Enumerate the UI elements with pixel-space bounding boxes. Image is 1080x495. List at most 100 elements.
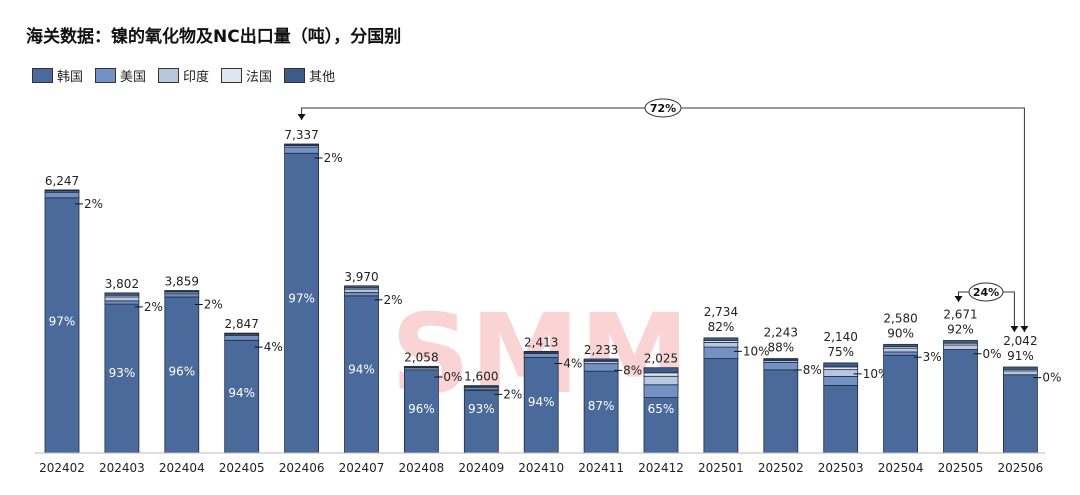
total-label: 2,243 [764,326,798,340]
x-tick-label: 202411 [578,461,624,475]
segment-usa [344,292,379,297]
segment-other [643,367,679,374]
segment-korea [883,354,918,454]
korea-pct-label: 88% [767,341,794,355]
bar-202406: 7,337 97% 2% 202406 [279,128,343,475]
legend-label: 其他 [309,70,336,85]
korea-pct-label: 90% [887,326,914,340]
side-pct-label: 8% [803,363,822,377]
side-pct-label: 10% [743,344,770,358]
segment-india [344,288,379,293]
korea-pct-label: 97% [49,314,76,328]
x-tick-label: 202405 [219,461,265,475]
segment-korea [463,389,499,454]
total-label: 2,140 [824,330,858,344]
bar-202404: 3,859 96% 2% 202404 [159,274,223,475]
segment-other [284,143,320,146]
segment-korea [643,397,679,454]
x-tick-label: 202506 [997,461,1043,475]
korea-pct-label: 93% [468,402,495,416]
bar-202407: 3,970 94% 2% 202407 [339,270,403,475]
arrow-head-icon [1020,326,1029,332]
legend-item: 美国 [95,66,146,85]
total-label: 2,847 [225,317,259,331]
segment-korea [583,370,619,454]
segment-usa [164,293,200,298]
bar-202405: 2,847 94% 4% 202405 [219,317,283,475]
bar-202412: 2,025 65% 202412 [638,352,684,475]
segment-other [823,362,859,368]
x-tick-label: 202501 [698,461,744,475]
segment-other [224,332,260,335]
legend-item: 韩国 [32,66,83,85]
side-pct-label: 4% [264,340,283,354]
x-tick-label: 202404 [159,461,205,475]
total-label: 2,233 [584,343,618,357]
arrow-head-icon [297,114,306,120]
segment-other [883,343,918,348]
segment-korea [703,358,739,454]
x-tick-label: 202504 [878,461,924,475]
korea-pct-label: 87% [588,399,615,413]
bar-202409: 1,600 93% 2% 202409 [458,370,522,475]
legend-label: 韩国 [57,70,84,85]
x-tick-label: 202410 [518,461,564,475]
legend-swatch [221,68,243,83]
segment-other [104,292,140,296]
segment-france [823,366,859,371]
side-pct-label: 0% [1042,371,1061,385]
annotation-24: 24% [954,282,1019,332]
segment-usa [883,351,918,356]
segment-other [403,365,439,368]
segment-korea [344,295,379,454]
segment-korea [403,369,439,454]
segment-france [643,372,679,377]
segment-korea [943,349,978,454]
legend-swatch [158,68,180,83]
segment-india [643,375,679,386]
annotation-label: 72% [650,102,676,115]
legend-label: 印度 [183,70,210,85]
korea-pct-label: 93% [109,366,136,380]
total-label: 2,580 [883,311,917,325]
x-tick-label: 202505 [938,461,984,475]
arrow-head-icon [1010,326,1019,332]
korea-pct-label: 94% [348,362,375,376]
total-label: 3,802 [105,277,139,291]
segment-usa [104,300,140,305]
side-pct-label: 8% [623,363,642,377]
korea-pct-label: 96% [408,402,435,416]
x-tick-label: 202503 [818,461,864,475]
legend: 韩国 美国 印度 法国 其他 [32,66,335,85]
side-pct-label: 2% [204,297,223,311]
x-tick-label: 202408 [398,461,444,475]
side-pct-label: 3% [923,350,942,364]
bar-202410: 2,413 94% 4% 202410 [518,335,582,475]
side-pct-label: 2% [144,300,163,314]
segment-other [583,358,619,361]
legend-item: 其他 [284,66,335,85]
annotation-72: 72% [297,98,1029,332]
segment-other [763,358,799,361]
total-label: 7,337 [284,128,318,142]
segment-other [703,337,739,342]
segment-other [523,350,559,353]
segment-usa [583,363,619,372]
side-pct-label: 2% [324,151,343,165]
total-label: 2,042 [1003,334,1037,348]
side-pct-label: 10% [863,367,890,381]
legend-swatch [95,68,117,83]
segment-korea [164,296,200,454]
segment-india [823,369,859,377]
korea-pct-label: 91% [1007,349,1034,363]
bar-202408: 2,058 96% 0% 202408 [398,350,462,475]
segment-usa [763,361,799,371]
segment-korea [44,197,80,454]
legend-swatch [32,68,53,83]
side-pct-label: 0% [443,370,462,384]
total-label: 2,413 [524,335,558,349]
